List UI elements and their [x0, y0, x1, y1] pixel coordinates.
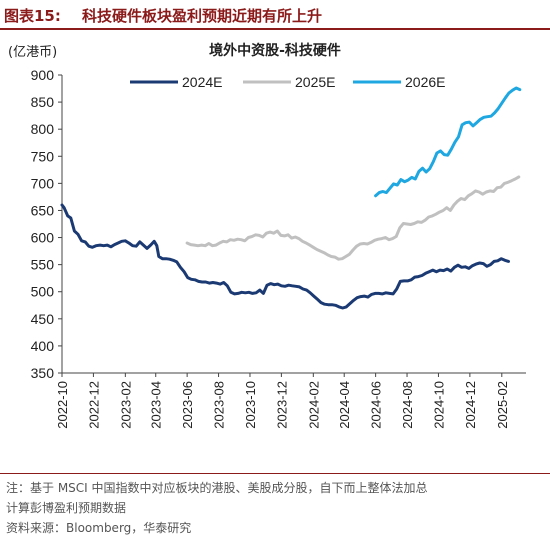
y-tick-label: 850 — [31, 94, 55, 110]
figure-header: 图表15: 科技硬件板块盈利预期近期有所上升 — [0, 0, 550, 30]
x-tick-label: 2024-12 — [463, 381, 478, 429]
x-tick-label: 2023-08 — [212, 381, 227, 429]
legend-label-2024E: 2024E — [182, 74, 222, 90]
source-note: 资料来源：Bloomberg，华泰研究 — [6, 521, 192, 535]
y-tick-label: 900 — [31, 67, 55, 83]
line-chart: 350 400 450 500 550 600 650 700 750 800 850 900 2022… — [31, 67, 526, 429]
x-tick-label: 2022-12 — [86, 381, 101, 429]
y-tick-label: 650 — [31, 202, 55, 218]
x-tick-label: 2024-02 — [306, 381, 321, 429]
series-line-2026E — [374, 86, 522, 198]
series-line-2024E — [60, 203, 510, 310]
y-tick-label: 800 — [31, 121, 55, 137]
x-tick-label: 2023-12 — [274, 381, 289, 429]
figure-number: 图表15: — [4, 7, 61, 25]
y-tick-label: 400 — [31, 338, 55, 354]
y-tick-label: 450 — [31, 311, 55, 327]
x-tick-label: 2023-06 — [180, 381, 195, 429]
y-tick-label: 500 — [31, 284, 55, 300]
x-tick-label: 2023-10 — [243, 381, 258, 429]
footnote-line-1: 注：基于 MSCI 中国指数中对应板块的港股、美股成分股，自下而上整体法加总 — [6, 481, 428, 495]
footnote-line-2: 计算彭博盈利预期数据 — [6, 501, 127, 515]
x-tick-label: 2024-06 — [369, 381, 384, 429]
figure-title: 科技硬件板块盈利预期近期有所上升 — [82, 7, 323, 25]
x-tick-label: 2023-02 — [118, 381, 133, 429]
y-axis-unit-label: (亿港币) — [8, 45, 58, 60]
y-tick-label: 700 — [31, 175, 55, 191]
x-tick-label: 2024-08 — [400, 381, 415, 429]
legend-label-2025E: 2025E — [295, 74, 335, 90]
y-tick-label: 350 — [31, 365, 55, 381]
y-tick-label: 600 — [31, 230, 55, 246]
x-tick-label: 2025-02 — [495, 381, 510, 429]
x-tick-label: 2022-10 — [55, 381, 70, 429]
y-tick-label: 750 — [31, 148, 55, 164]
x-tick-label: 2023-04 — [149, 381, 164, 429]
x-tick-label: 2024-04 — [337, 381, 352, 429]
x-tick-label: 2024-10 — [431, 381, 446, 429]
series-line-2025E — [185, 175, 521, 261]
y-tick-label: 550 — [31, 257, 55, 273]
figure-footer: 注：基于 MSCI 中国指数中对应板块的港股、美股成分股，自下而上整体法加总 计… — [0, 473, 550, 543]
legend-label-2026E: 2026E — [405, 74, 445, 90]
chart-title: 境外中资股-科技硬件 — [209, 43, 341, 59]
